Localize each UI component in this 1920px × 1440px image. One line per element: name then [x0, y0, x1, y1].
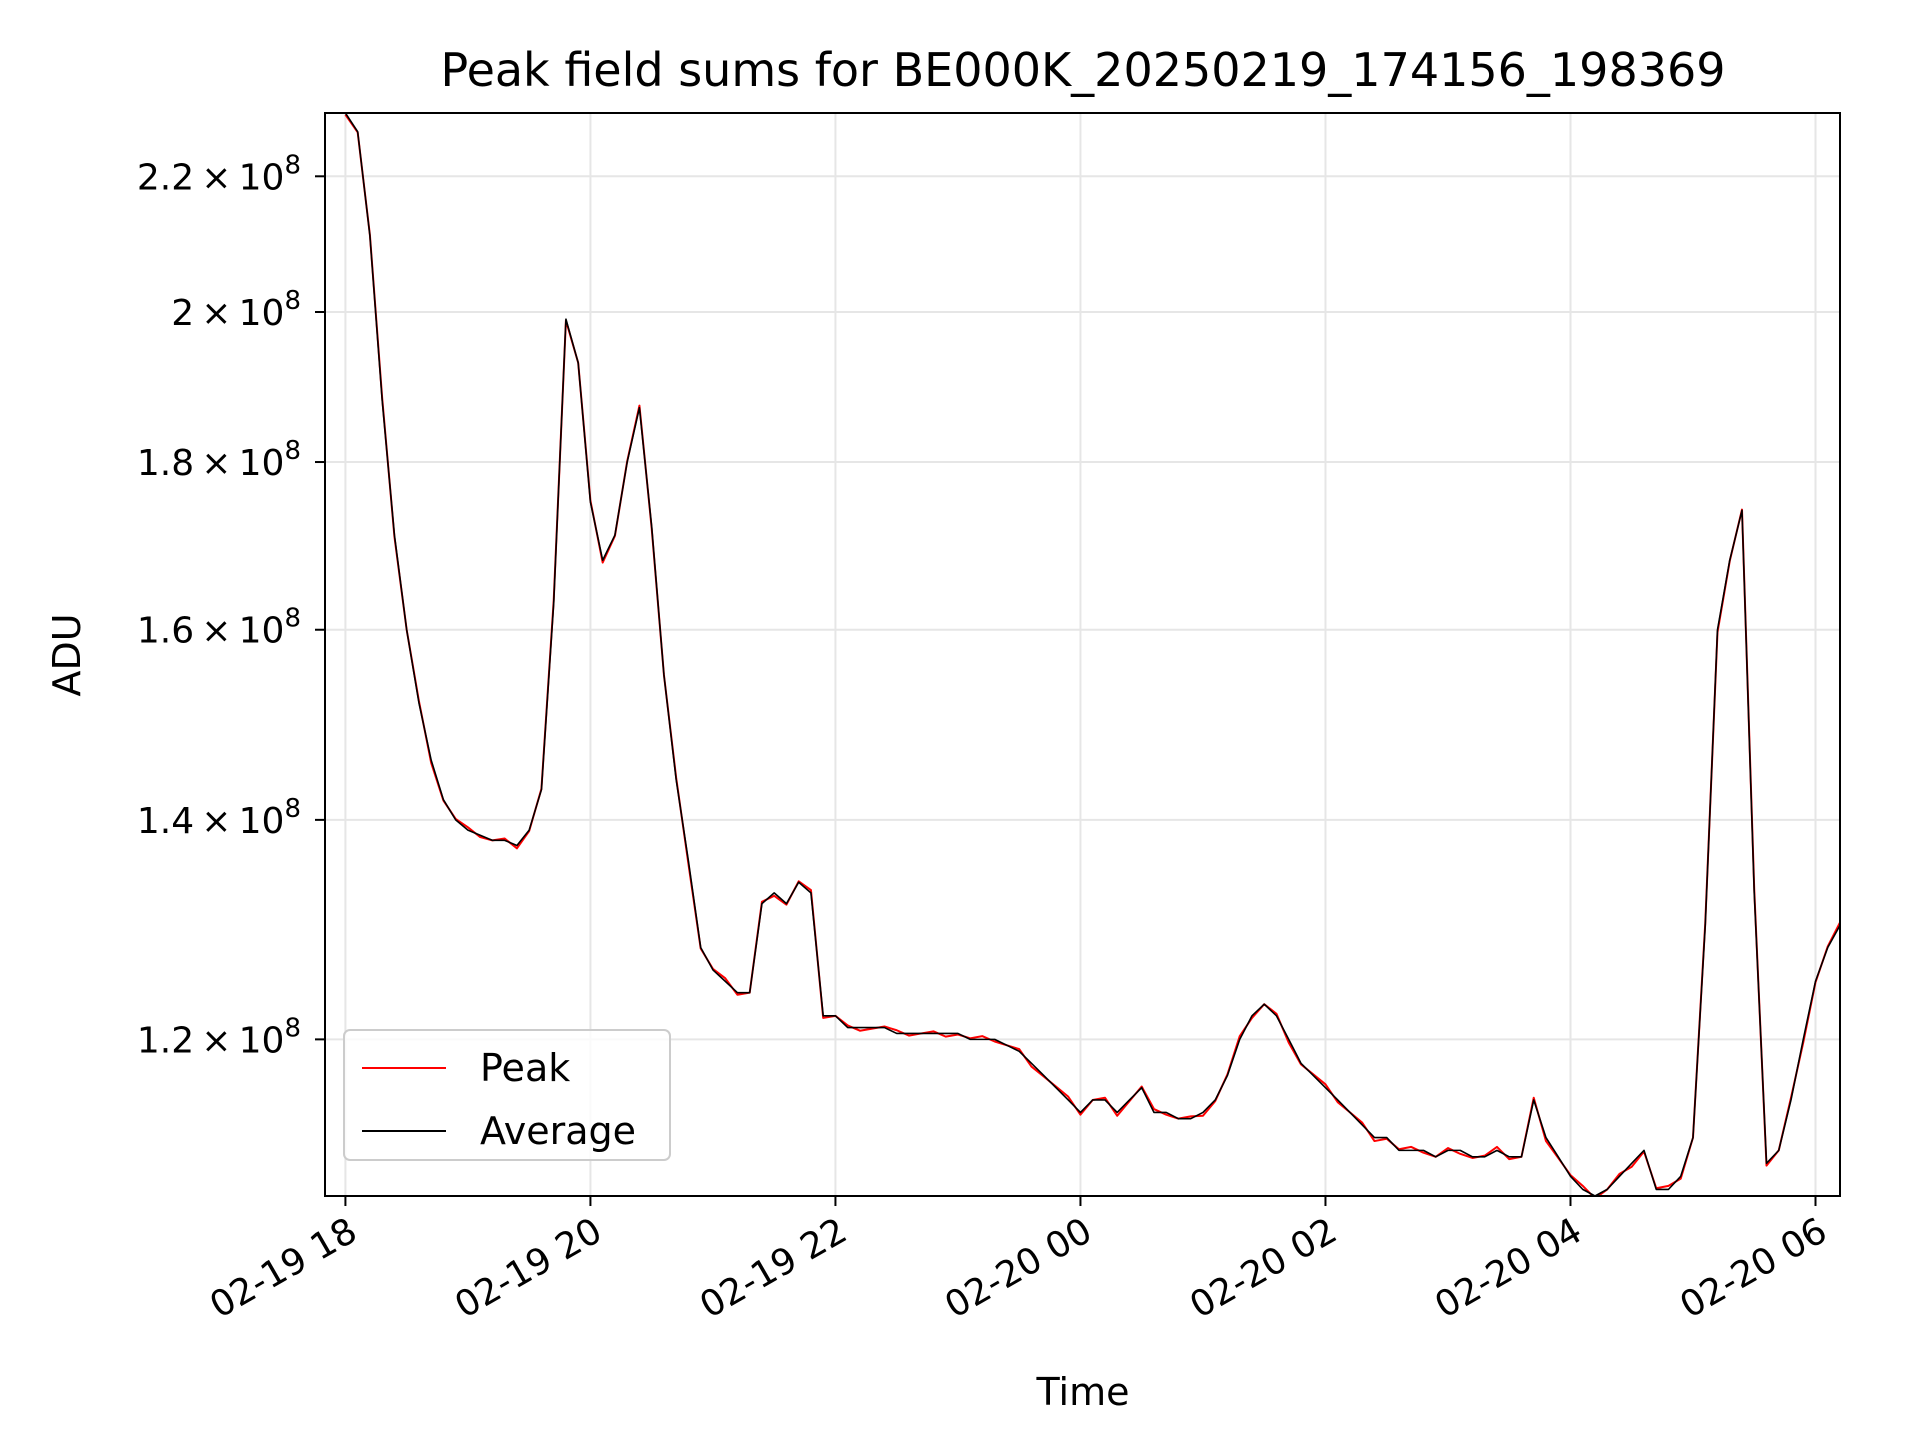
plot-frame	[324, 112, 1841, 1197]
series-average-line	[344, 113, 1840, 1196]
x-tick-label: 02-19 22	[693, 1210, 854, 1326]
x-axis-title: Time	[1036, 1370, 1130, 1414]
x-tick-label: 02-20 04	[1428, 1210, 1589, 1326]
x-tick-label: 02-20 00	[938, 1210, 1099, 1326]
y-tick-label: 1.2 × 108	[137, 1013, 301, 1061]
legend-label-peak: Peak	[480, 1046, 570, 1090]
x-axis: 02-19 18 02-19 20 02-19 22 02-20 00 02-20 02…	[203, 1196, 1834, 1327]
legend-box	[343, 1029, 671, 1161]
y-tick-label: 1.8 × 108	[137, 436, 301, 484]
series-layer	[344, 113, 1840, 1196]
y-tick-label: 1.4 × 108	[137, 794, 301, 842]
grid	[325, 113, 1840, 1196]
x-tick-label: 02-19 18	[203, 1210, 364, 1326]
legend-label-average: Average	[480, 1109, 636, 1153]
x-tick-label: 02-20 06	[1673, 1210, 1834, 1326]
y-axis-title: ADU	[45, 613, 89, 696]
y-tick-label: 1.6 × 108	[137, 604, 301, 652]
y-axis: 1.2 × 108 1.4 × 108 1.6 × 108 1.8 × 108 2 × …	[137, 150, 325, 1061]
y-tick-label: 2 × 108	[171, 286, 301, 334]
y-tick-label: 2.2 × 108	[137, 150, 301, 198]
x-tick-label: 02-19 20	[448, 1210, 609, 1326]
chart-title: Peak field sums for BE000K_20250219_1741…	[440, 43, 1725, 97]
x-tick-label: 02-20 02	[1183, 1210, 1344, 1326]
legend: Peak Average	[343, 1029, 671, 1161]
